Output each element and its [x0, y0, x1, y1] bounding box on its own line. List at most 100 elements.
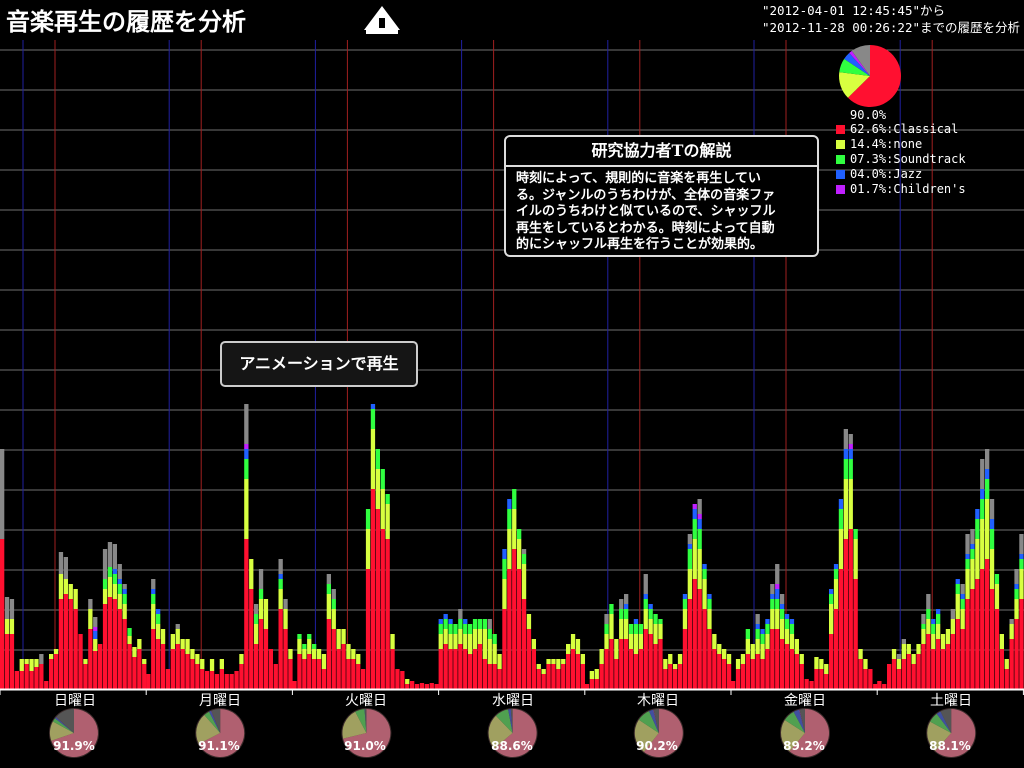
commentary-line: る。ジャンルのうちわけが、全体の音楽ファ	[516, 187, 776, 203]
bar-segment	[891, 649, 897, 659]
bar-segment	[658, 624, 663, 639]
bar-segment	[375, 449, 380, 469]
bar-segment	[921, 624, 926, 629]
bar-segment	[224, 674, 229, 689]
bar-segment	[833, 579, 839, 609]
bar-segment	[760, 644, 765, 659]
bar-segment	[702, 564, 707, 569]
bar-segment	[566, 654, 571, 689]
bar-segment	[619, 639, 624, 689]
bar-segment	[735, 659, 741, 669]
bar-segment	[833, 569, 839, 579]
bar-segment	[244, 404, 249, 444]
home-icon[interactable]	[362, 4, 402, 36]
bar-segment	[921, 629, 926, 644]
bar-segment	[331, 599, 336, 609]
bar-segment	[668, 664, 673, 689]
bar-segment	[740, 664, 746, 689]
bar-segment	[254, 604, 259, 614]
day-pie-slice	[927, 721, 952, 751]
day-pie-slice	[936, 711, 952, 733]
bar-segment	[288, 659, 293, 689]
day-label: 月曜日	[199, 693, 241, 709]
bar-segment	[341, 644, 346, 689]
bar-segment	[780, 639, 785, 689]
day-pie-slice	[643, 709, 683, 758]
bar-segment	[107, 542, 113, 567]
day-pie-slice	[56, 709, 74, 733]
bar-segment	[735, 669, 741, 689]
bar-segment	[477, 644, 483, 689]
bar-segment	[122, 619, 127, 689]
bar-segment	[853, 539, 858, 579]
bar-segment	[463, 634, 468, 649]
bar-segment	[921, 644, 926, 689]
pie-slice	[849, 50, 870, 76]
page-title: 音楽再生の履歴を分析	[6, 7, 246, 36]
bar-segment	[29, 671, 34, 689]
day-pie-slice	[634, 719, 659, 752]
bar-segment	[458, 644, 463, 689]
bar-segment	[541, 674, 546, 689]
bar-segment	[1009, 639, 1014, 689]
bar-segment	[482, 629, 487, 659]
bar-segment	[4, 597, 10, 619]
bar-segment	[29, 659, 34, 671]
bar-segment	[185, 639, 190, 654]
bar-segment	[936, 624, 941, 639]
bar-segment	[911, 664, 916, 689]
day-pie-slice	[343, 709, 391, 757]
bar-segment	[628, 634, 634, 649]
bar-segment	[780, 619, 785, 639]
day-pie-slice	[494, 709, 537, 758]
bar-segment	[502, 559, 507, 579]
bar-segment	[873, 684, 878, 689]
legend-item: 01.7%:Children's	[836, 182, 966, 197]
bar-segment	[244, 444, 249, 449]
bar-segment	[682, 599, 688, 609]
bar-segment	[346, 659, 351, 689]
bar-segment	[258, 569, 264, 589]
bar-segment	[906, 644, 911, 654]
bar-segment	[254, 644, 259, 689]
bar-segment	[312, 649, 317, 659]
bar-segment	[468, 624, 473, 634]
bar-segment	[853, 529, 858, 539]
bar-segment	[648, 619, 653, 634]
summary-percent: 90.0%	[850, 108, 887, 122]
bar-segment	[472, 649, 478, 689]
bar-segment	[458, 619, 463, 629]
bar-segment	[824, 674, 829, 689]
bar-segment	[663, 659, 668, 669]
bar-segment	[804, 679, 809, 689]
bar-segment	[219, 669, 224, 689]
bar-segment	[254, 614, 259, 624]
bar-segment	[594, 669, 599, 679]
bar-segment	[624, 594, 629, 604]
bar-segment	[468, 654, 473, 689]
bar-segment	[814, 669, 819, 689]
bar-segment	[745, 629, 750, 639]
bar-segment	[63, 594, 68, 689]
bar-segment	[896, 659, 902, 669]
bar-segment	[877, 681, 882, 689]
day-pie-slice	[781, 720, 805, 752]
bar-segment	[1009, 624, 1014, 639]
bar-segment	[142, 664, 147, 689]
bar-segment	[44, 681, 49, 689]
bar-segment	[989, 589, 995, 689]
bar-segment	[697, 514, 702, 519]
bar-segment	[994, 574, 1000, 584]
bar-segment	[326, 619, 331, 689]
bar-segment	[448, 619, 453, 624]
bar-segment	[858, 649, 863, 659]
bar-segment	[370, 404, 376, 409]
bar-segment	[365, 509, 371, 529]
bar-segment	[936, 614, 941, 624]
commentary-line: 時刻によって、規則的に音楽を再生してい	[516, 171, 761, 186]
legend-swatch	[836, 185, 845, 194]
bar-segment	[195, 654, 200, 664]
animation-play-button[interactable]: アニメーションで再生	[220, 341, 418, 387]
bar-segment	[604, 614, 609, 624]
